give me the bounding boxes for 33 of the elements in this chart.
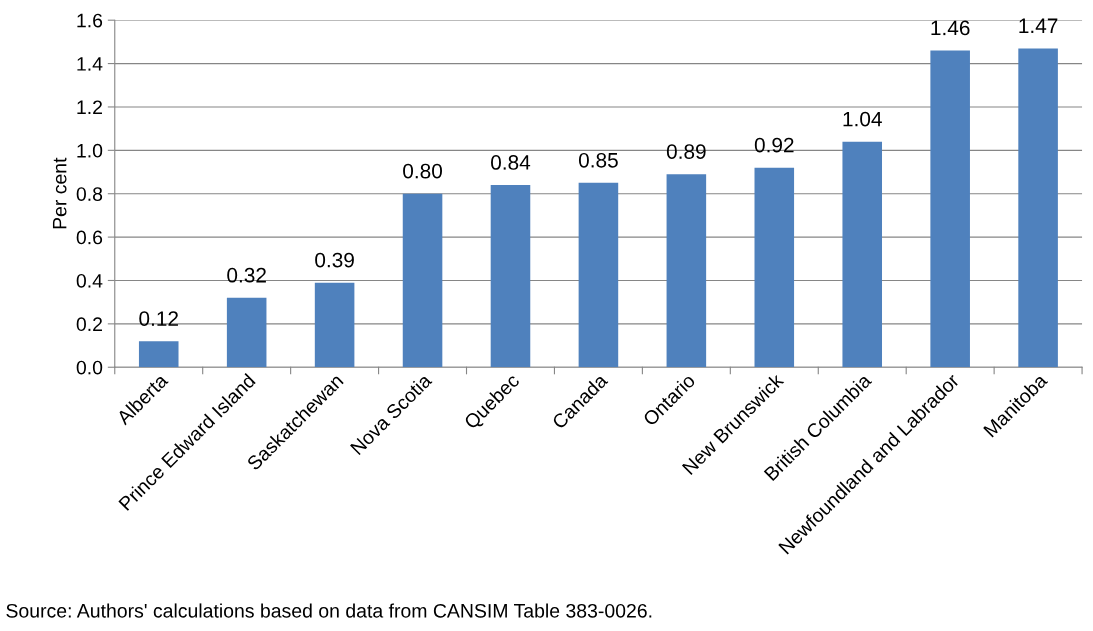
- bar: [226, 297, 267, 368]
- bar: [490, 185, 531, 368]
- data-label: 0.89: [666, 144, 706, 159]
- bar: [578, 182, 619, 368]
- y-axis-title: Per cent: [52, 157, 67, 229]
- y-tick-label: 0.8: [76, 187, 103, 201]
- data-label: 0.92: [754, 137, 794, 153]
- bar: [314, 282, 355, 368]
- bar: [754, 167, 795, 368]
- bar: [1018, 48, 1058, 368]
- bar: [402, 193, 443, 368]
- data-label: 0.80: [403, 163, 442, 179]
- bar: [930, 50, 970, 368]
- bar: [138, 341, 179, 368]
- data-label: 0.84: [491, 155, 531, 170]
- y-tick-label: 1.2: [77, 100, 102, 114]
- data-label: 0.12: [139, 311, 178, 326]
- bar: [666, 174, 707, 368]
- data-label: 0.85: [578, 152, 618, 168]
- y-tick-label: 0.4: [76, 273, 103, 288]
- bar: [842, 141, 883, 368]
- y-tick-label: 1.4: [77, 57, 103, 71]
- y-tick-label: 0.2: [76, 317, 102, 332]
- y-tick-label: 0.0: [76, 360, 103, 375]
- source-note: Source: Authors' calculations based on data from CANSIM Table 383-0026.: [6, 603, 652, 618]
- data-label: 0.39: [315, 252, 354, 268]
- data-label: 0.32: [227, 267, 266, 283]
- data-label: 1.04: [843, 111, 882, 127]
- y-tick-label: 1.6: [77, 13, 103, 28]
- y-tick-label: 0.6: [76, 230, 103, 245]
- data-label: 1.47: [1019, 18, 1058, 33]
- y-tick-label: 1.0: [77, 143, 103, 158]
- data-label: 1.46: [931, 20, 970, 36]
